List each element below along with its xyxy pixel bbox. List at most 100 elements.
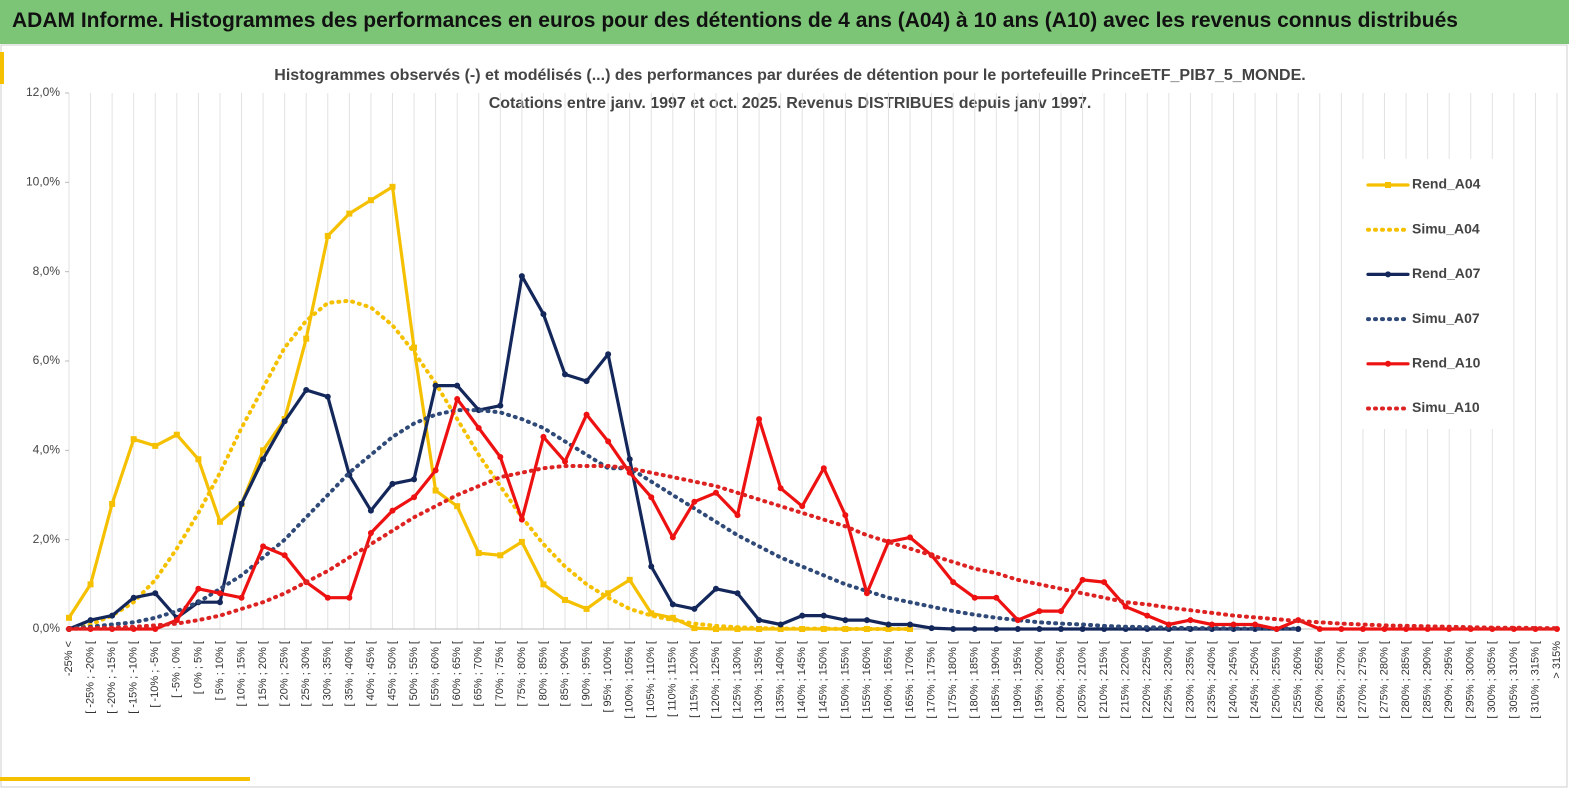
point <box>799 612 806 619</box>
x-tick-label: [ 305% ; 310% [ <box>1508 641 1520 719</box>
x-tick-label: [ 5% ; 10% [ <box>214 641 226 700</box>
point <box>518 538 525 545</box>
point <box>411 494 418 501</box>
point <box>1187 617 1194 624</box>
x-tick-label: [ 55% ; 60% [ <box>430 641 442 706</box>
point <box>756 617 763 624</box>
point <box>1036 626 1043 632</box>
x-tick-label: [ 310% ; 315% [ <box>1529 641 1541 719</box>
point <box>863 626 870 632</box>
point <box>1381 626 1388 632</box>
point <box>109 500 116 507</box>
point <box>1144 612 1151 619</box>
x-tick-label: [ 205% ; 210% [ <box>1076 641 1088 719</box>
x-tick-label: [ 115% ; 120% [ <box>688 641 700 718</box>
point <box>648 494 655 501</box>
point <box>1014 617 1021 624</box>
point <box>820 465 827 472</box>
point <box>216 518 223 525</box>
point <box>971 626 978 632</box>
x-tick-label: [ 15% ; 20% [ <box>257 641 269 706</box>
x-tick-label: [ 20% ; 25% [ <box>279 641 291 706</box>
x-tick-label: [ 215% ; 220% [ <box>1120 641 1132 719</box>
point <box>238 500 245 507</box>
point <box>777 621 784 628</box>
point <box>1252 621 1259 628</box>
point <box>475 425 482 431</box>
x-tick-label: [ 80% ; 85% [ <box>537 641 549 706</box>
x-tick-label: [ 175% ; 180% [ <box>947 641 959 719</box>
point <box>885 626 892 632</box>
x-tick-label: [ 250% ; 255% [ <box>1271 641 1283 719</box>
x-tick-label: [ 150% ; 155% [ <box>839 641 851 719</box>
legend-label: Simu_A04 <box>1412 220 1480 236</box>
point <box>712 626 719 632</box>
point <box>238 594 245 601</box>
x-tick-label: [ 40% ; 45% [ <box>365 641 377 706</box>
point <box>842 512 849 519</box>
point <box>1273 626 1280 632</box>
x-tick-label: [ 255% ; 260% [ <box>1292 641 1304 719</box>
point <box>260 447 267 454</box>
point <box>87 581 94 588</box>
point <box>281 418 288 425</box>
x-tick-label: [ 235% ; 240% [ <box>1206 641 1218 719</box>
point <box>648 610 655 617</box>
point <box>1316 626 1323 632</box>
y-tick-label: 6,0% <box>33 353 61 367</box>
x-tick-label: [ 25% ; 30% [ <box>300 641 312 706</box>
point <box>842 617 849 624</box>
point <box>367 197 374 204</box>
point <box>1208 621 1215 628</box>
chart-title: Histogrammes observés (-) et modélisés (… <box>274 67 1305 84</box>
chart: Histogrammes observés (-) et modélisés (… <box>0 44 1568 788</box>
point <box>281 552 288 559</box>
point <box>87 617 94 624</box>
point <box>691 498 698 505</box>
x-tick-label: [ 140% ; 145% [ <box>796 641 808 719</box>
point <box>756 416 763 423</box>
x-tick-label: [ 30% ; 35% [ <box>322 641 334 706</box>
point <box>669 534 676 541</box>
x-tick-label: [ -20% ; -15% [ <box>106 641 118 714</box>
point <box>1058 626 1064 632</box>
point <box>1079 626 1086 632</box>
x-tick-label: [ 10% ; 15% [ <box>235 641 247 706</box>
point <box>518 516 525 523</box>
point <box>907 621 914 628</box>
header-bar: ADAM Informe. Histogrammes des performan… <box>0 0 1569 44</box>
series-line <box>67 298 912 631</box>
point <box>540 311 547 318</box>
point <box>130 436 137 443</box>
legend-marker <box>1385 182 1391 188</box>
legend-marker <box>1385 360 1391 367</box>
x-tick-label: [ 180% ; 185% [ <box>969 641 981 719</box>
point <box>454 503 461 510</box>
point <box>1122 603 1129 610</box>
x-tick-label: [ 270% ; 275% [ <box>1357 641 1369 719</box>
point <box>1058 608 1064 615</box>
series-line <box>67 464 1559 631</box>
point <box>1338 626 1345 632</box>
x-tick-label: [ 35% ; 40% [ <box>343 641 355 706</box>
point <box>907 534 914 541</box>
point <box>109 612 116 619</box>
legend-label: Rend_A04 <box>1412 176 1481 192</box>
point <box>562 371 568 378</box>
point <box>475 550 482 557</box>
x-tick-label: [ 130% ; 135% [ <box>753 641 765 719</box>
x-tick-label: [ 50% ; 55% [ <box>408 641 420 706</box>
x-tick-label: [ 290% ; 295% [ <box>1443 641 1455 719</box>
point <box>432 467 439 474</box>
x-tick-label: [ 120% ; 125% [ <box>710 641 722 719</box>
x-tick-label: [ 185% ; 190% [ <box>990 641 1002 719</box>
legend-marker <box>1385 271 1391 278</box>
point <box>777 485 784 492</box>
x-tick-label: [ 300% ; 305% [ <box>1486 641 1498 719</box>
chart-frame <box>0 44 1568 788</box>
series-line <box>67 274 1300 631</box>
point <box>389 480 396 487</box>
point <box>562 458 568 465</box>
x-tick-label: [ 75% ; 80% [ <box>516 641 528 706</box>
point <box>712 489 719 496</box>
